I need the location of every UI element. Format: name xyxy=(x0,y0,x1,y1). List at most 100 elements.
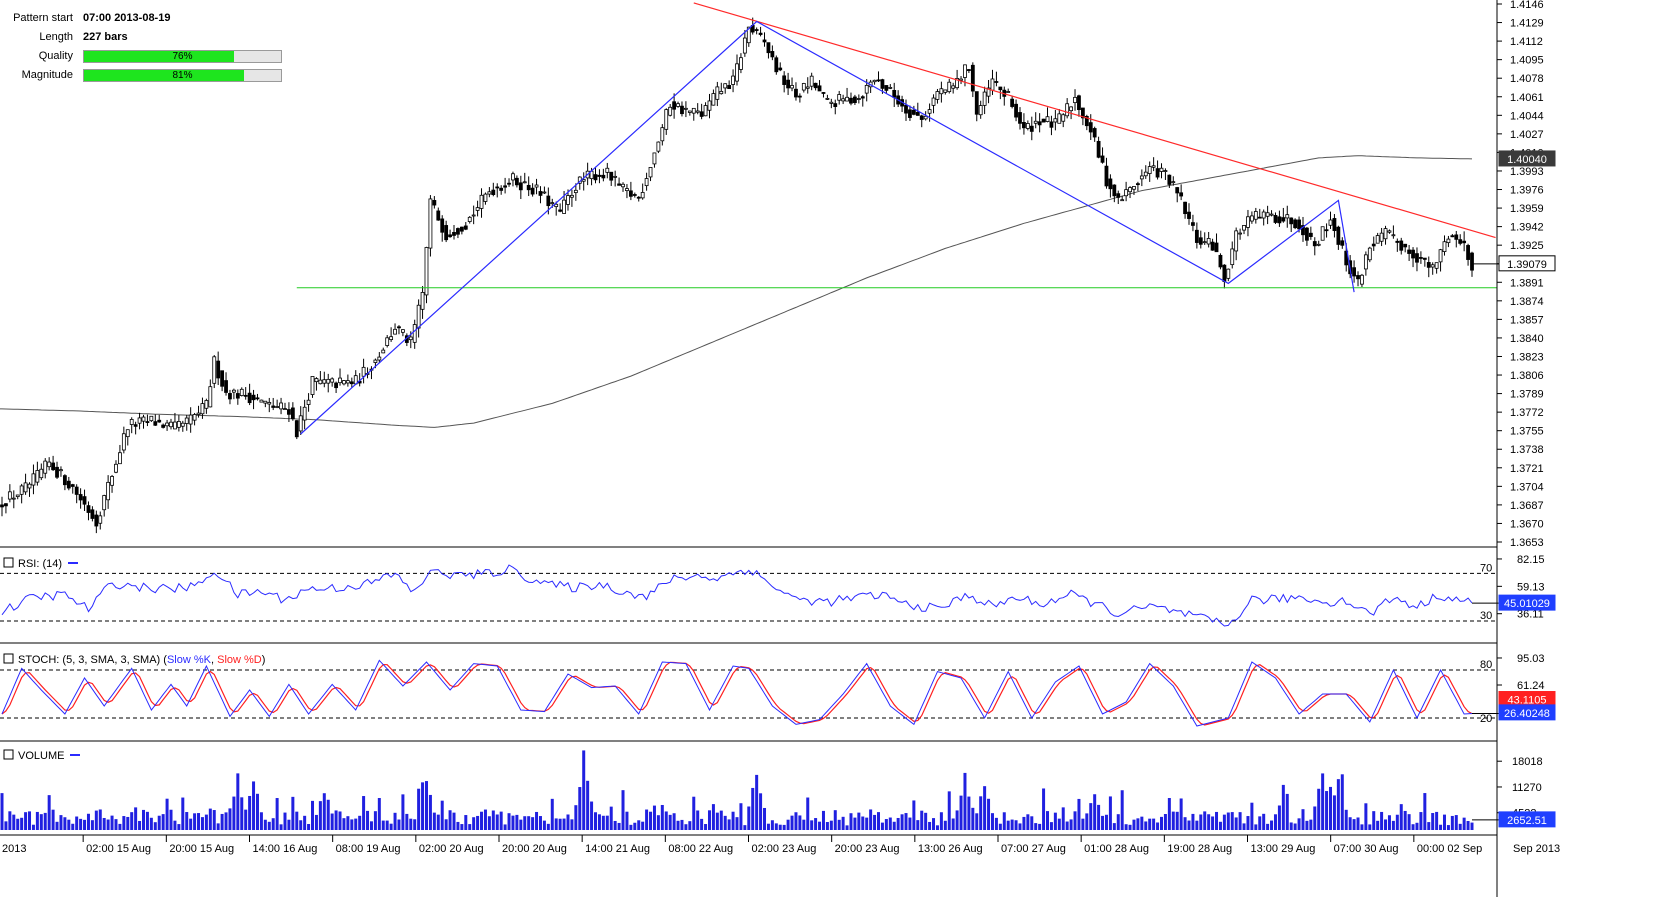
volume-bar xyxy=(248,795,252,830)
volume-bar xyxy=(35,811,39,830)
volume-bar xyxy=(487,816,491,830)
volume-bar xyxy=(1403,810,1407,830)
candle-body xyxy=(475,207,480,211)
close-panel-icon[interactable] xyxy=(3,653,14,664)
candle-body xyxy=(176,421,181,428)
candle-body xyxy=(1312,241,1317,247)
candle-body xyxy=(55,466,59,478)
volume-bar xyxy=(821,810,825,830)
volume-bar xyxy=(1454,815,1458,830)
volume-bar xyxy=(519,819,523,830)
time-tick-label: 20:00 20 Aug xyxy=(502,843,567,855)
candle-body xyxy=(1458,239,1463,244)
candle-body xyxy=(173,421,177,430)
volume-bar xyxy=(507,813,511,830)
candle-body xyxy=(51,462,55,471)
time-tick-label: 14:00 16 Aug xyxy=(253,843,318,855)
candle-body xyxy=(613,175,618,178)
candle-body xyxy=(1187,211,1191,219)
candle-body xyxy=(459,226,464,232)
candle-body xyxy=(1206,238,1211,245)
candle-body xyxy=(797,95,802,98)
candle-body xyxy=(298,415,303,432)
volume-bar xyxy=(943,820,947,830)
volume-bar xyxy=(157,815,161,830)
volume-bar xyxy=(755,774,759,830)
candle-body xyxy=(778,67,783,71)
candle-body xyxy=(408,336,413,341)
time-tick-label: 07:00 27 Aug xyxy=(1001,843,1066,855)
volume-bar xyxy=(1439,824,1443,830)
candle-body xyxy=(456,228,460,235)
volume-bar xyxy=(841,816,845,830)
candle-body xyxy=(1029,125,1034,132)
volume-bar xyxy=(1215,811,1219,830)
volume-bar xyxy=(303,815,307,830)
close-panel-icon[interactable] xyxy=(3,557,14,568)
candle-body xyxy=(1419,257,1423,259)
volume-bar xyxy=(983,786,987,830)
candle-body xyxy=(420,291,425,310)
stoch-k-current-value: 26.40248 xyxy=(1504,708,1550,720)
candle-body xyxy=(31,473,36,486)
candle-body xyxy=(62,475,67,486)
volume-bar xyxy=(920,810,924,830)
volume-bar xyxy=(1014,820,1018,830)
candle-body xyxy=(479,194,484,209)
volume-bar xyxy=(1293,823,1297,830)
volume-bar xyxy=(468,824,472,830)
candle-body xyxy=(1301,225,1305,236)
price-tick-label: 1.3874 xyxy=(1510,296,1544,308)
volume-bar xyxy=(63,817,67,830)
candle-body xyxy=(841,98,846,102)
volume-bar xyxy=(1183,817,1187,830)
volume-bar xyxy=(20,817,24,830)
volume-bar xyxy=(998,823,1002,830)
candle-body xyxy=(184,417,189,424)
volume-bar xyxy=(271,818,275,830)
candle-body xyxy=(43,460,48,474)
candle-body xyxy=(239,388,244,396)
volume-bar xyxy=(307,823,311,830)
volume-bar xyxy=(680,819,684,830)
candle-body xyxy=(754,29,759,31)
candle-body xyxy=(1202,241,1207,244)
volume-bar xyxy=(39,814,43,830)
candle-body xyxy=(1226,268,1231,279)
close-panel-icon[interactable] xyxy=(3,749,14,760)
price-tick-label: 1.3789 xyxy=(1510,389,1544,401)
volume-bar xyxy=(766,823,770,830)
volume-bar xyxy=(700,818,704,830)
candle-body xyxy=(597,174,602,177)
candle-body xyxy=(648,167,653,178)
candle-body xyxy=(416,304,421,329)
rsi-tick-label: 82.15 xyxy=(1517,554,1545,566)
volume-bar xyxy=(472,817,476,830)
candle-body xyxy=(860,96,865,99)
volume-bar xyxy=(240,797,244,830)
rsi-path xyxy=(1,564,1473,627)
volume-bar xyxy=(652,805,656,830)
volume-bar xyxy=(421,782,425,830)
candle-body xyxy=(452,231,456,236)
volume-bar xyxy=(417,788,421,830)
volume-bar xyxy=(1018,823,1022,830)
candle-body xyxy=(1147,166,1152,174)
volume-bar xyxy=(1395,814,1399,830)
volume-bar xyxy=(1207,814,1211,830)
volume-bar xyxy=(1167,798,1171,830)
rsi-level-low-label: 30 xyxy=(1480,610,1492,622)
volume-bar xyxy=(1450,815,1454,830)
moving-average-value-box xyxy=(1498,150,1556,167)
volume-bar xyxy=(94,810,98,830)
volume-bar xyxy=(393,812,397,830)
volume-bar xyxy=(939,812,943,830)
volume-bar xyxy=(401,794,405,830)
volume-bar xyxy=(845,825,849,830)
candle-body xyxy=(1163,170,1168,172)
candle-body xyxy=(224,380,228,393)
candle-body xyxy=(275,406,280,408)
candle-body xyxy=(829,101,834,104)
candle-body xyxy=(259,399,264,403)
